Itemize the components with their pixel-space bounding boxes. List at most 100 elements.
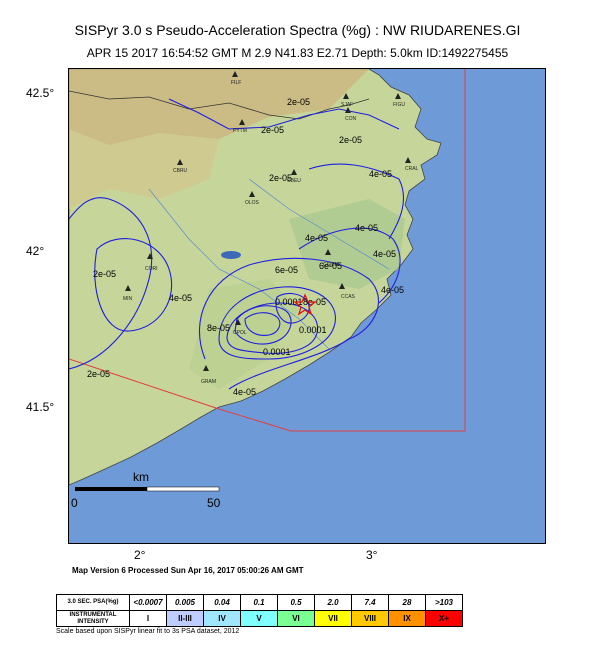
town: MIN xyxy=(123,285,133,302)
town: SJAF xyxy=(341,93,353,108)
legend-intensity-cell: II-III xyxy=(166,610,204,627)
footnote: Scale based upon SISPyr linear fit to 3s… xyxy=(56,628,240,635)
town: OLOS xyxy=(245,191,260,206)
region-boundary xyxy=(69,69,466,432)
legend-intensity-header: INSTRUMENTAL INTENSITY xyxy=(56,610,130,627)
scale-end: 50 xyxy=(207,496,221,510)
legend-intensity-row: INSTRUMENTAL INTENSITY I II-III IV V VI … xyxy=(56,610,463,627)
map-title: SISPyr 3.0 s Pseudo-Acceleration Spectra… xyxy=(74,22,521,38)
legend-psa-row: 3.0 SEC. PSA(%g) <0.0007 0.005 0.04 0.1 … xyxy=(56,594,463,611)
legend-intensity-cell: VII xyxy=(314,610,352,627)
contour-6e-05 xyxy=(218,286,336,360)
lat-label-41-5: 41.5° xyxy=(26,400,55,414)
shakemap-svg: 2e-05 2e-05 2e-05 2e-05 2e-05 2e-05 4e-0… xyxy=(69,69,545,543)
svg-text:CPOL: CPOL xyxy=(233,330,247,336)
contour-label: 4e-05 xyxy=(373,249,396,259)
intensity-legend: 3.0 SEC. PSA(%g) <0.0007 0.005 0.04 0.1 … xyxy=(56,594,463,627)
town: FILF xyxy=(231,71,241,86)
contour-label: 2e-05 xyxy=(87,369,110,379)
contour-lines xyxy=(69,98,405,390)
border-line xyxy=(69,90,370,120)
svg-text:CCAS: CCAS xyxy=(341,294,356,300)
town: FIGU xyxy=(393,93,405,108)
svg-text:CBRU: CBRU xyxy=(173,168,188,174)
legend-intensity-cell: VI xyxy=(277,610,315,627)
mountain-relief-2 xyxy=(69,129,219,209)
lat-label-42-5: 42.5° xyxy=(26,86,55,100)
contour-4e-05-north xyxy=(308,163,405,240)
contour-label: 4e-05 xyxy=(381,285,404,295)
town: CPOL xyxy=(233,319,247,336)
scale-bar: km 0 50 xyxy=(71,470,221,510)
contour-label: 4e-05 xyxy=(233,387,256,397)
town-markers: FILF SJAF FIGU CON PYTM CBRU CBEU CRAL O… xyxy=(123,71,419,385)
svg-text:MIN: MIN xyxy=(123,296,133,302)
reservoir xyxy=(221,251,241,259)
svg-text:CSIBR: CSIBR xyxy=(323,262,339,268)
legend-psa-value: 7.4 xyxy=(351,594,389,611)
contour-labels: 2e-05 2e-05 2e-05 2e-05 2e-05 2e-05 4e-0… xyxy=(87,97,404,397)
contour-label: 4e-05 xyxy=(169,293,192,303)
legend-intensity-cell: I xyxy=(129,610,167,627)
svg-text:CON: CON xyxy=(345,116,357,122)
legend-intensity-cell: IX xyxy=(388,610,426,627)
contour-label: 8e-05 xyxy=(207,323,230,333)
map-version-text: Map Version 6 Processed Sun Apr 16, 2017… xyxy=(72,566,304,575)
legend-psa-value: 0.04 xyxy=(203,594,241,611)
town: CON xyxy=(345,107,357,122)
svg-text:CORI: CORI xyxy=(145,266,158,272)
contour-label: 0.0001 xyxy=(299,325,327,335)
svg-text:CRAL: CRAL xyxy=(405,166,419,172)
river-2 xyxy=(248,178,390,270)
legend-psa-header: 3.0 SEC. PSA(%g) xyxy=(56,594,130,611)
contour-2e-05-north xyxy=(168,98,400,130)
legend-psa-value: 2.0 xyxy=(314,594,352,611)
town: CORI xyxy=(145,253,158,272)
contour-label: 2e-05 xyxy=(93,269,116,279)
contour-label: 2e-05 xyxy=(339,135,362,145)
svg-text:PYTM: PYTM xyxy=(233,128,247,134)
lon-label-2: 2° xyxy=(134,548,146,562)
legend-psa-value: <0.0007 xyxy=(129,594,167,611)
legend-intensity-cell: X+ xyxy=(425,610,463,627)
contour-label: 2e-05 xyxy=(261,125,284,135)
svg-text:SJAF: SJAF xyxy=(341,102,353,108)
town: CBEU xyxy=(287,169,301,184)
contour-label: 6e-05 xyxy=(319,261,342,271)
contour-0-0001-b xyxy=(244,312,281,336)
town: CCAS xyxy=(339,283,356,300)
town: CRAL xyxy=(405,157,419,172)
contour-label: 4e-05 xyxy=(355,223,378,233)
legend-psa-value: 0.005 xyxy=(166,594,204,611)
town: CSIBR xyxy=(323,249,339,268)
town: PYTM xyxy=(233,119,247,134)
river xyxy=(148,188,332,352)
svg-text:GRAM: GRAM xyxy=(201,379,216,385)
scale-start: 0 xyxy=(71,496,78,510)
scale-unit: km xyxy=(133,470,149,484)
legend-psa-value: 0.1 xyxy=(240,594,278,611)
town: GRAM xyxy=(201,365,216,385)
legend-intensity-cell: IV xyxy=(203,610,241,627)
svg-text:FILF: FILF xyxy=(231,80,241,86)
event-details: APR 15 2017 16:54:52 GMT M 2.9 N41.83 E2… xyxy=(86,46,509,60)
contour-label: 0.0001 xyxy=(275,297,303,307)
legend-psa-value: 28 xyxy=(388,594,426,611)
contour-label: 4e-05 xyxy=(305,233,328,243)
legend-psa-value: >103 xyxy=(425,594,463,611)
contour-4e-05-main xyxy=(198,257,379,390)
contour-label: 6e-05 xyxy=(275,265,298,275)
contour-2e-05-west xyxy=(94,238,173,332)
contour-label: 4e-05 xyxy=(369,169,392,179)
contour-4e-05-east xyxy=(298,227,401,304)
contour-label: 0.0001 xyxy=(263,347,291,357)
shakemap-frame: 2e-05 2e-05 2e-05 2e-05 2e-05 2e-05 4e-0… xyxy=(68,68,546,544)
contour-0-0001-a xyxy=(234,305,292,345)
svg-text:CBEU: CBEU xyxy=(287,178,301,184)
town: CBRU xyxy=(173,159,188,174)
contour-label: 2e-05 xyxy=(287,97,310,107)
lat-label-42: 42° xyxy=(26,244,45,258)
legend-intensity-cell: VIII xyxy=(351,610,389,627)
contour-2e-05-outer xyxy=(69,197,153,370)
svg-text:OLOS: OLOS xyxy=(245,200,260,206)
